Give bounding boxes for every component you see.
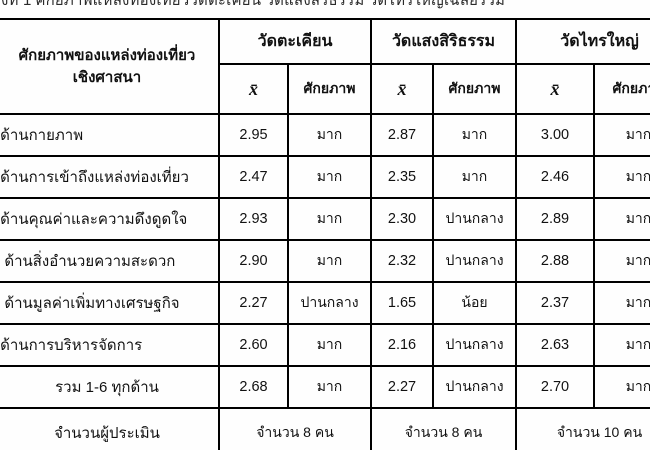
evaluator-count-row: จำนวนผู้ประเมิน จำนวน 8 คน จำนวน 8 คน จำ…: [0, 407, 650, 450]
potential-value: มาก: [432, 113, 517, 157]
potential-value: มาก: [593, 239, 650, 283]
group-header-row: ศักยภาพของแหล่งท่องเที่ยว เชิงศาสนา วัดต…: [0, 18, 650, 115]
evaluator-count-takhian: จำนวน 8 คน: [218, 407, 372, 450]
mean-value: 2.27: [218, 281, 289, 325]
potential-table: ศักยภาพของแหล่งท่องเที่ยว เชิงศาสนา วัดต…: [0, 18, 650, 450]
potential-value: มาก: [593, 197, 650, 241]
mean-value: 2.47: [218, 155, 289, 199]
potential-value: ปานกลาง: [432, 365, 517, 409]
mean-value: 3.00: [515, 113, 595, 157]
mean-value: 2.60: [218, 323, 289, 367]
table-row: . ด้านสิ่งอำนวยความสะดวก 2.90 มาก 2.32 ป…: [0, 239, 650, 283]
row-label: . ด้านสิ่งอำนวยความสะดวก: [0, 239, 220, 283]
evaluator-count-saengsiritham: จำนวน 8 คน: [370, 407, 517, 450]
table-row: .ด้านคุณค่าและความดึงดูดใจ 2.93 มาก 2.30…: [0, 197, 650, 241]
mean-value: 1.65: [370, 281, 434, 325]
row-label: .ด้านการเข้าถึงแหล่งท่องเที่ยว: [0, 155, 220, 199]
row-label: .ด้านการบริหารจัดการ: [0, 323, 220, 367]
mean-value: 2.32: [370, 239, 434, 283]
potential-value: มาก: [593, 323, 650, 367]
row-label: .ด้านกายภาพ: [0, 113, 220, 157]
table-row: .ด้านการบริหารจัดการ 2.60 มาก 2.16 ปานกล…: [0, 323, 650, 367]
potential-value: มาก: [432, 155, 517, 199]
potential-value: มาก: [287, 239, 372, 283]
mean-value: 2.95: [218, 113, 289, 157]
mean-value: 2.87: [370, 113, 434, 157]
potential-value: มาก: [287, 365, 372, 409]
potential-header-saengsiritham: ศักยภาพ: [432, 63, 517, 115]
mean-symbol-saengsiritham: x̄: [370, 63, 434, 115]
potential-value: มาก: [287, 197, 372, 241]
sub-header-row: x̄ ศักยภาพ x̄ ศักยภาพ x̄ ศักยภาพ: [0, 63, 650, 115]
potential-header-saiyai: ศักยภาพ: [593, 63, 650, 115]
table-row: .ด้านกายภาพ 2.95 มาก 2.87 มาก 3.00 มาก: [0, 113, 650, 157]
potential-value: น้อย: [432, 281, 517, 325]
mean-symbol-saiyai: x̄: [515, 63, 595, 115]
table-caption: งที่ 1 ศักยภาพแหล่งท่องเที่ยววัดตะเคียน …: [1, 0, 506, 9]
mean-value: 2.63: [515, 323, 595, 367]
corner-header-line2: เชิงศาสนา: [72, 68, 142, 86]
group-header-wat-takhian: วัดตะเคียน: [218, 18, 372, 65]
table-row: .ด้านการเข้าถึงแหล่งท่องเที่ยว 2.47 มาก …: [0, 155, 650, 199]
potential-value: ปานกลาง: [432, 323, 517, 367]
row-label-total: รวม 1-6 ทุกด้าน: [0, 365, 220, 409]
potential-value: มาก: [593, 155, 650, 199]
row-label: .ด้านคุณค่าและความดึงดูดใจ: [0, 197, 220, 241]
evaluator-count-label: จำนวนผู้ประเมิน: [0, 407, 220, 450]
mean-value: 2.89: [515, 197, 595, 241]
potential-value: มาก: [287, 113, 372, 157]
potential-value: ปานกลาง: [287, 281, 372, 325]
potential-value: มาก: [593, 113, 650, 157]
potential-header-takhian: ศักยภาพ: [287, 63, 372, 115]
corner-header: ศักยภาพของแหล่งท่องเที่ยว เชิงศาสนา: [0, 18, 220, 115]
group-header-wat-saiyai: วัดไทรใหญ่: [515, 18, 650, 65]
evaluator-count-saiyai: จำนวน 10 คน: [515, 407, 650, 450]
table-row-total: รวม 1-6 ทุกด้าน 2.68 มาก 2.27 ปานกลาง 2.…: [0, 365, 650, 409]
potential-value: มาก: [287, 323, 372, 367]
mean-value: 2.46: [515, 155, 595, 199]
mean-symbol-takhian: x̄: [218, 63, 289, 115]
mean-value: 2.37: [515, 281, 595, 325]
mean-value: 2.35: [370, 155, 434, 199]
group-header-wat-saengsiritham: วัดแสงสิริธรรม: [370, 18, 517, 65]
mean-value: 2.93: [218, 197, 289, 241]
mean-value: 2.27: [370, 365, 434, 409]
mean-value: 2.70: [515, 365, 595, 409]
table-row: . ด้านมูลค่าเพิ่มทางเศรษฐกิจ 2.27 ปานกลา…: [0, 281, 650, 325]
potential-value: มาก: [593, 281, 650, 325]
potential-value: ปานกลาง: [432, 197, 517, 241]
mean-value: 2.30: [370, 197, 434, 241]
mean-value: 2.90: [218, 239, 289, 283]
mean-value: 2.68: [218, 365, 289, 409]
potential-value: มาก: [287, 155, 372, 199]
corner-header-line1: ศักยภาพของแหล่งท่องเที่ยว: [18, 46, 196, 64]
potential-value: ปานกลาง: [432, 239, 517, 283]
potential-value: มาก: [593, 365, 650, 409]
row-label: . ด้านมูลค่าเพิ่มทางเศรษฐกิจ: [0, 281, 220, 325]
mean-value: 2.16: [370, 323, 434, 367]
mean-value: 2.88: [515, 239, 595, 283]
